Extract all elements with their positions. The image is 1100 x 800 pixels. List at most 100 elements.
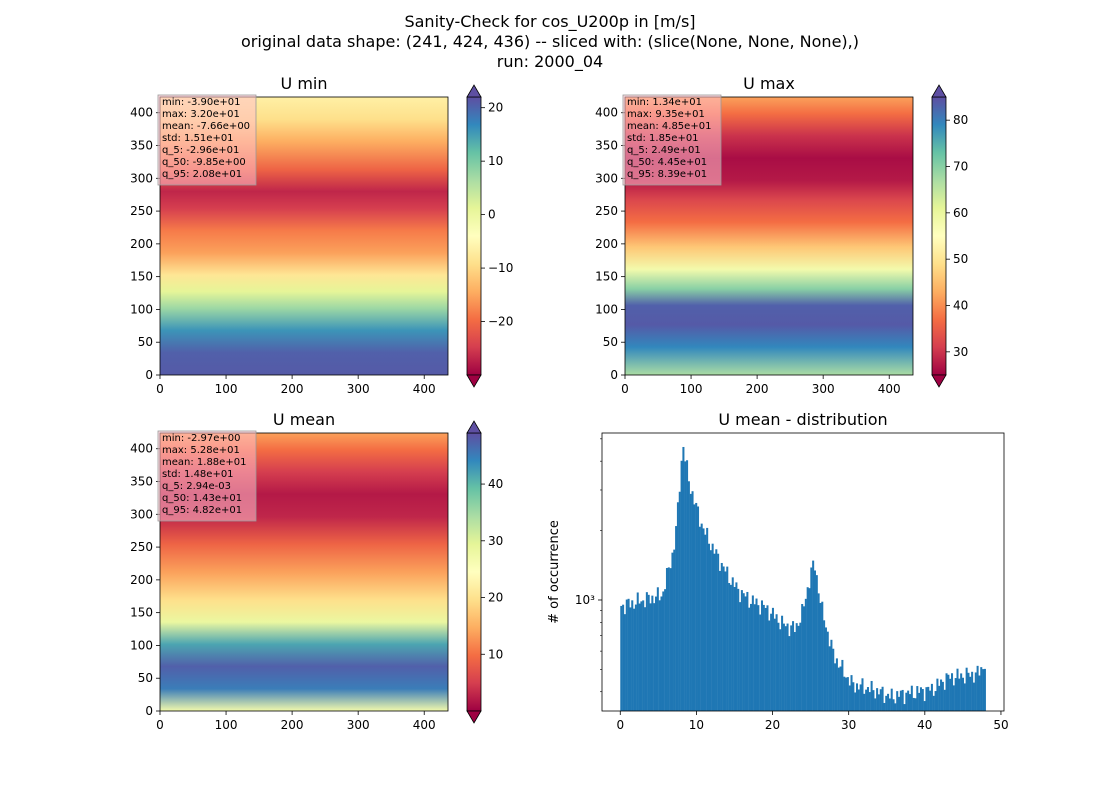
- histogram-bar: [713, 553, 716, 711]
- stats-line: min: 1.34e+01: [627, 97, 702, 108]
- histogram-bar: [907, 690, 910, 711]
- histogram-bar: [956, 668, 959, 711]
- histogram-bar: [684, 461, 687, 711]
- histogram-bar: [874, 698, 877, 711]
- histogram-bars: [620, 446, 986, 711]
- histogram-bar: [918, 692, 921, 711]
- histogram-bar: [762, 604, 765, 711]
- stats-line: q_50: 4.45e+01: [627, 157, 707, 168]
- histogram-bar: [835, 658, 838, 711]
- stats-box-umax: [622, 94, 722, 186]
- panel-u-max: U max 0 100 200 300 400 0 50 100 150 200 250 300 350 4…: [595, 74, 968, 396]
- colorbar-tick-label: 40: [953, 299, 968, 313]
- histogram-bar: [857, 689, 860, 711]
- stats-line: std: 1.48e+01: [162, 469, 234, 480]
- histogram-bar: [757, 605, 760, 711]
- histogram-bar: [664, 589, 667, 711]
- histogram-bar: [872, 690, 875, 711]
- histogram-bar: [943, 689, 946, 711]
- x-tick-label: 300: [347, 382, 370, 396]
- histogram-bar: [654, 596, 658, 711]
- histogram-bar: [810, 567, 813, 711]
- stats-box-umean: [157, 430, 257, 522]
- histogram-bar: [662, 591, 665, 711]
- histogram-bar: [680, 460, 683, 711]
- x-tick-label: 10: [689, 718, 704, 732]
- axes-frame-umax: [624, 96, 914, 376]
- x-tick-label: 0: [621, 382, 629, 396]
- histogram-bar: [740, 590, 743, 711]
- histogram-bar: [852, 682, 855, 711]
- histogram-bar: [845, 677, 848, 711]
- histogram-bar: [760, 600, 763, 711]
- axes-frame-umean: [159, 432, 449, 712]
- stats-line: q_5: -2.96e+01: [162, 145, 239, 156]
- histogram-bar: [678, 491, 681, 711]
- histogram-bar: [914, 698, 917, 711]
- x-tick-label: 20: [765, 718, 780, 732]
- histogram-bar: [702, 528, 705, 711]
- histogram-bar: [764, 607, 767, 711]
- histogram-bar: [707, 543, 711, 711]
- histogram-bar: [908, 694, 912, 711]
- histogram-bar: [859, 684, 862, 711]
- histogram-bar: [744, 596, 747, 711]
- histogram-bar: [929, 690, 932, 711]
- colorbar-tick-label: 20: [488, 101, 503, 115]
- histogram-bar: [788, 636, 791, 711]
- histogram-bar: [660, 596, 663, 711]
- y-tick-label: 300: [595, 171, 618, 185]
- colorbar-extend-bottom: [931, 374, 947, 388]
- histogram-bar: [927, 686, 930, 711]
- histogram-bar: [759, 614, 762, 711]
- histogram-bar: [863, 693, 866, 711]
- histogram-bar: [704, 534, 707, 711]
- y-tick-label: 200: [130, 237, 153, 251]
- histogram-bar: [843, 676, 846, 711]
- histogram-bar: [941, 681, 944, 711]
- colorbar-extend-top: [466, 420, 482, 434]
- histogram-bar: [868, 692, 871, 711]
- histogram-bar: [649, 603, 652, 711]
- y-tick-label: 300: [130, 507, 153, 521]
- histogram-bar: [855, 683, 859, 711]
- histogram-bar: [824, 627, 827, 711]
- histogram-bar: [841, 659, 844, 711]
- histogram-bar: [695, 502, 698, 711]
- histogram-bar: [923, 701, 926, 711]
- histogram-bar: [797, 625, 800, 711]
- colorbar-tick-label: 70: [953, 160, 968, 174]
- colorbar-tick-label: 50: [953, 252, 968, 266]
- histogram-bar: [978, 675, 981, 711]
- histogram-bar: [834, 663, 837, 711]
- histogram-bar: [673, 549, 676, 711]
- colorbar-extend-top: [466, 84, 482, 98]
- y-tick-label: 100: [130, 638, 153, 652]
- histogram-bar: [894, 703, 897, 711]
- histogram-bar: [887, 693, 890, 711]
- histogram-bar: [784, 626, 787, 711]
- colorbar-tick-label: −20: [488, 315, 513, 329]
- colorbar-umean: [466, 432, 482, 712]
- y-tick-label: 400: [130, 442, 153, 456]
- y-tick-label: 350: [130, 475, 153, 489]
- histogram-bar: [980, 667, 983, 711]
- histogram-bar: [921, 689, 924, 711]
- histogram-bar: [932, 695, 935, 711]
- histogram-bar: [693, 504, 696, 711]
- y-tick-label: 250: [130, 204, 153, 218]
- histogram-bar: [653, 603, 656, 711]
- x-tick-label: 400: [878, 382, 901, 396]
- histogram-bar: [888, 698, 891, 711]
- histogram-bar: [846, 677, 849, 711]
- x-tick-label: 100: [680, 382, 703, 396]
- histogram-bar: [718, 570, 721, 711]
- histogram-bar: [912, 697, 915, 711]
- histogram-bar: [640, 601, 643, 711]
- histogram-bar: [804, 598, 807, 711]
- histogram-bar: [755, 598, 758, 711]
- histogram-bar: [861, 678, 864, 711]
- y-tick-label: 150: [595, 270, 618, 284]
- histogram-bar: [960, 673, 963, 711]
